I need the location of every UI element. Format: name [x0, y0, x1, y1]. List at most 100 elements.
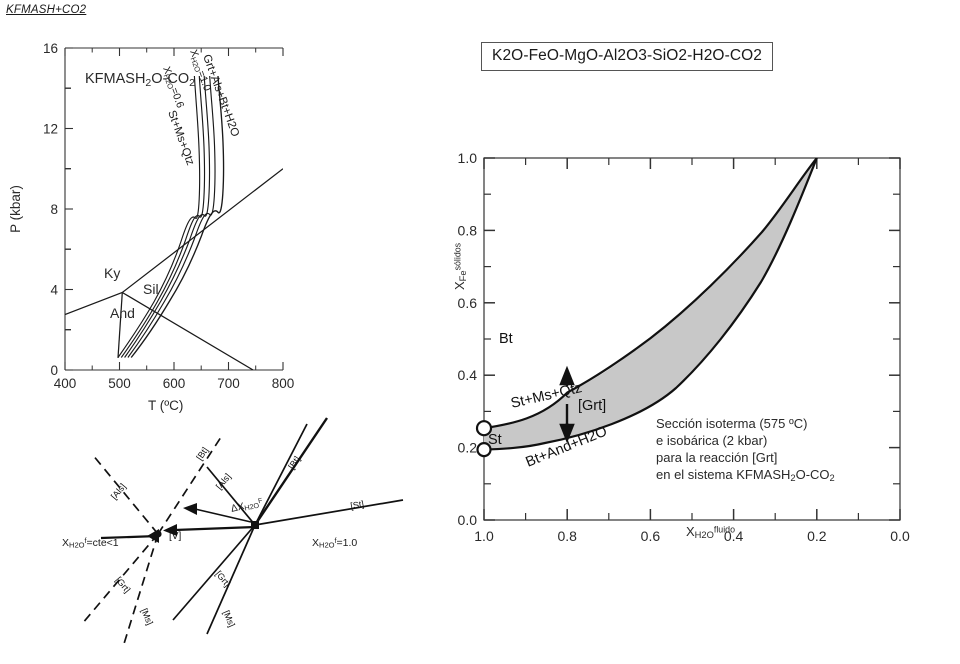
svg-text:12: 12	[43, 122, 58, 137]
net-label-grt-right: [Grt]	[213, 569, 232, 589]
pt-ytick-labels: 0 4 8 12 16	[43, 41, 59, 378]
svg-text:500: 500	[108, 376, 131, 391]
pt-system-label: KFMASH2O-CO2	[85, 71, 195, 89]
svg-text:0.4: 0.4	[458, 367, 478, 383]
tx-point-bt	[476, 442, 492, 458]
tx-point-label-bt: Bt	[499, 331, 513, 347]
curve-xh2o-0-7	[120, 75, 206, 358]
pt-phase-diagram: P (kbar) 0 4 8 12 16 400 500 600 700 800…	[0, 28, 300, 400]
curve-xh2o-0-8	[124, 75, 211, 358]
tx-caption-line-2: e isobárica (2 kbar)	[656, 433, 768, 448]
tx-yticks-minor	[484, 193, 900, 485]
net-label-als-right: [Als]	[214, 471, 233, 491]
tx-point-st	[475, 420, 493, 437]
tx-section-diagram: 0.0 0.2 0.4 0.6 0.8 1.0 1.0 0.8 0.6 0.4 …	[450, 30, 960, 560]
net-line-als-r	[206, 466, 256, 526]
tx-caption-line-4: en el sistema KFMASH2O-CO2	[656, 467, 835, 484]
tx-title: K2O-FeO-MgO-Al2O3-SiO2-H2O-CO2	[481, 42, 773, 71]
svg-text:400: 400	[54, 376, 77, 391]
net-svg: [Bt] [St] [Als] [Grt] [Ms] [Bt] [Als] [G…	[81, 417, 404, 648]
curve-xh2o-1-0	[130, 75, 225, 358]
schreinemakers-net: [Bt] [St] [Als] [Grt] [Ms] [Bt] [Als] [G…	[55, 412, 405, 662]
svg-text:0.2: 0.2	[807, 528, 827, 544]
pt-ylabel: P (kbar)	[8, 185, 23, 233]
tx-yticks-major	[484, 157, 900, 521]
tx-lower-curve	[484, 158, 818, 451]
svg-text:600: 600	[163, 376, 186, 391]
net-delta-arrowhead	[183, 503, 197, 515]
net-line-grt-r	[172, 524, 256, 621]
curve-xh2o-0-9	[127, 75, 216, 358]
tx-shaded-band	[484, 158, 817, 450]
svg-text:0.8: 0.8	[458, 222, 478, 238]
pt-svg: P (kbar) 0 4 8 12 16 400 500 600 700 800…	[8, 41, 295, 391]
net-connector-arrowhead	[163, 524, 177, 536]
net-line-bt-a	[254, 417, 328, 526]
tx-grt-label: [Grt]	[578, 398, 606, 414]
svg-text:0.4: 0.4	[724, 528, 744, 544]
tx-caption: Sección isoterma (575 ºC) e isobárica (2…	[656, 415, 835, 487]
pt-xtick-labels: 400 500 600 700 800	[54, 376, 295, 391]
tx-xtick-labels: 1.0 0.8 0.6 0.4 0.2 0.0	[474, 528, 910, 544]
curve-ky-and	[117, 292, 123, 358]
net-invariant-point-right	[251, 521, 259, 529]
svg-text:4: 4	[50, 283, 58, 298]
net-line-als-l	[91, 453, 159, 535]
pt-xticks-minor	[91, 48, 257, 370]
tx-svg: 0.0 0.2 0.4 0.6 0.8 1.0 1.0 0.8 0.6 0.4 …	[458, 150, 910, 544]
svg-text:0.2: 0.2	[458, 440, 478, 456]
tx-ylabel: XFesólidos	[452, 242, 469, 290]
svg-text:16: 16	[43, 41, 58, 56]
tx-caption-line-1: Sección isoterma (575 ºC)	[656, 416, 808, 431]
net-label-bt-left: [Bt]	[194, 445, 210, 462]
svg-text:700: 700	[217, 376, 240, 391]
svg-text:8: 8	[50, 202, 58, 217]
page-title: KFMASH+CO2	[6, 4, 87, 16]
net-label-xh2o-cte: XH2Of=cte<1	[62, 537, 119, 550]
net-line-ms-r	[206, 524, 256, 635]
pt-xticks-major	[64, 48, 284, 370]
net-label-grt-left: [Grt]	[113, 575, 132, 595]
pt-curve-label-reactants: St+Ms+Qtz	[165, 109, 196, 167]
net-label-ms-right: [Ms]	[221, 609, 237, 629]
tx-upper-curve	[484, 158, 818, 430]
svg-text:1.0: 1.0	[474, 528, 494, 544]
svg-text:0.0: 0.0	[890, 528, 910, 544]
pt-field-ky: Ky	[104, 265, 120, 281]
tx-grt-arrow	[559, 365, 575, 444]
net-line-bt-l	[157, 433, 224, 535]
svg-text:0.8: 0.8	[557, 528, 577, 544]
net-label-xh2o-one: XH2Of=1.0	[312, 537, 358, 550]
svg-text:0.0: 0.0	[458, 512, 478, 528]
svg-text:0.6: 0.6	[641, 528, 661, 544]
pt-field-and: And	[110, 305, 135, 321]
tx-xticks-minor	[524, 158, 859, 520]
tx-st-label: St	[488, 432, 502, 448]
pt-field-sil: Sil	[143, 281, 159, 297]
svg-text:800: 800	[272, 376, 295, 391]
net-label-st-right: [St]	[350, 499, 365, 511]
curve-xh2o-0-6	[117, 75, 201, 358]
pt-yticks-major	[65, 47, 73, 371]
net-label-v: [V]	[169, 531, 181, 542]
net-connector	[174, 525, 256, 532]
tx-ytick-labels: 0.0 0.2 0.4 0.6 0.8 1.0	[458, 150, 478, 528]
pt-yticks-minor	[65, 87, 71, 331]
pt-curve-label-products: Grt+Als+Bt+H2O	[200, 53, 241, 139]
tx-xlabel: XH2Ofluido	[686, 524, 735, 541]
net-line-ms-l	[122, 533, 159, 648]
curve-and-sil	[121, 291, 254, 370]
net-line-st	[254, 499, 404, 526]
net-label-ms-left: [Ms]	[139, 607, 155, 627]
pt-xlabel: T (ºC)	[148, 398, 184, 413]
svg-text:1.0: 1.0	[458, 150, 478, 166]
net-label-als-left: [Als]	[109, 481, 128, 501]
net-dashed-lines	[81, 433, 224, 648]
net-solid-lines	[172, 417, 404, 635]
net-delta-arrow	[194, 508, 252, 523]
net-invariant-point-left	[154, 530, 162, 538]
svg-text:0: 0	[50, 363, 58, 378]
tx-caption-line-3: para la reacción [Grt]	[656, 450, 778, 465]
net-line-bt-b	[254, 423, 308, 526]
svg-text:0.6: 0.6	[458, 295, 478, 311]
